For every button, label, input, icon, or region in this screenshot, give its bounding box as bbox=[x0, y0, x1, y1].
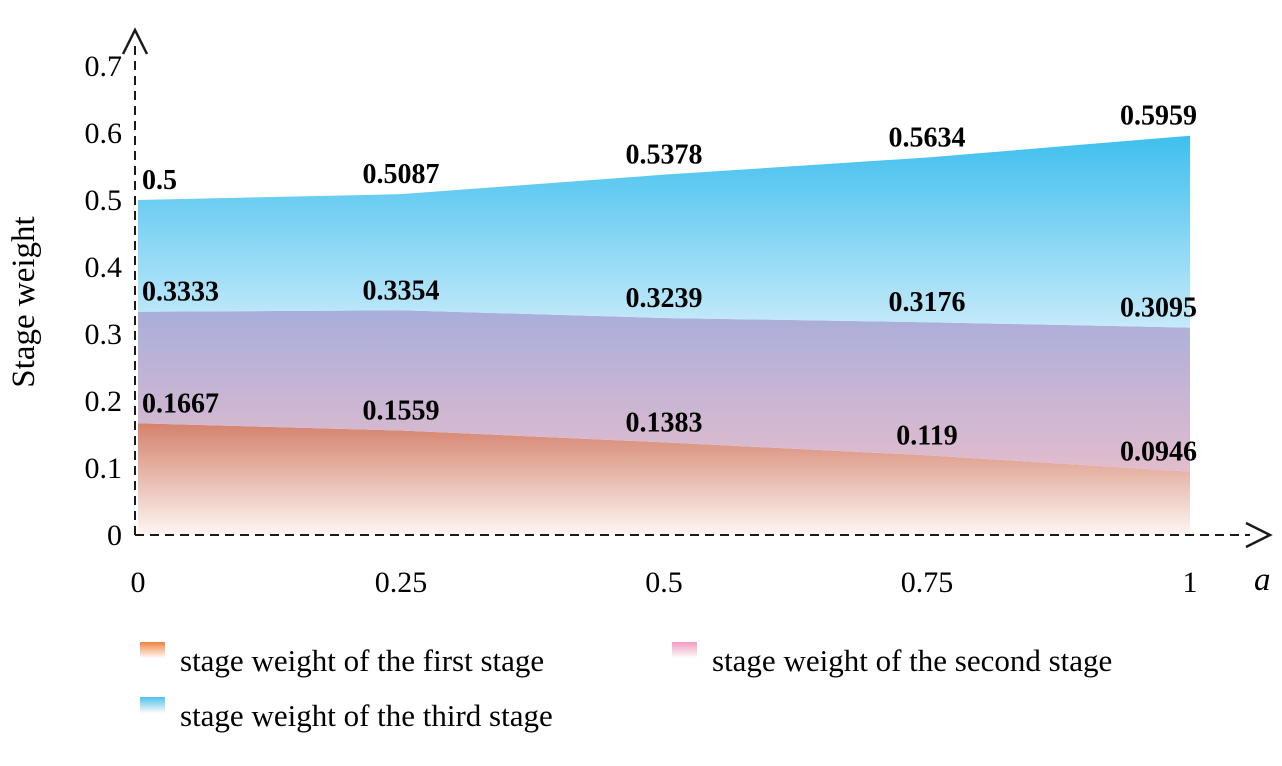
legend: stage weight of the first stage stage wei… bbox=[140, 642, 1112, 733]
x-tick-label: 1 bbox=[1183, 566, 1198, 599]
x-axis-title: a bbox=[1254, 562, 1271, 598]
y-tick-label: 0.3 bbox=[85, 318, 123, 351]
y-tick-label: 0.2 bbox=[85, 385, 123, 418]
value-label-first-stage: 0.1559 bbox=[363, 396, 440, 427]
legend-label-first-stage: stage weight of the first stage bbox=[180, 643, 544, 678]
value-label-second-stage: 0.3333 bbox=[142, 277, 219, 308]
legend-label-second-stage: stage weight of the second stage bbox=[712, 643, 1112, 678]
value-label-first-stage: 0.1383 bbox=[626, 407, 703, 438]
x-tick-label: 0.25 bbox=[375, 566, 428, 599]
x-axis-arrow-icon bbox=[1245, 521, 1273, 549]
legend-swatch-third-stage bbox=[140, 697, 165, 713]
value-label-second-stage: 0.3354 bbox=[363, 275, 440, 306]
value-label-first-stage: 0.1667 bbox=[142, 388, 219, 419]
value-label-third-stage: 0.5378 bbox=[626, 140, 703, 171]
value-label-third-stage: 0.5959 bbox=[1120, 101, 1197, 132]
value-label-first-stage: 0.0946 bbox=[1120, 437, 1197, 468]
x-tick-label: 0.5 bbox=[645, 566, 683, 599]
value-label-third-stage: 0.5634 bbox=[889, 123, 966, 154]
value-label-first-stage: 0.119 bbox=[896, 420, 957, 451]
y-tick-label: 0.5 bbox=[85, 184, 123, 217]
value-label-second-stage: 0.3239 bbox=[626, 283, 703, 314]
value-label-third-stage: 0.5087 bbox=[363, 159, 440, 190]
y-axis-title: Stage weight bbox=[6, 216, 42, 387]
legend-swatch-first-stage bbox=[140, 642, 165, 658]
legend-label-third-stage: stage weight of the third stage bbox=[180, 698, 553, 733]
y-tick-label: 0.4 bbox=[85, 251, 123, 284]
y-axis-arrow-icon bbox=[121, 27, 149, 55]
y-tick-label: 0.1 bbox=[85, 452, 123, 485]
value-label-second-stage: 0.3095 bbox=[1120, 293, 1197, 324]
value-label-third-stage: 0.5 bbox=[142, 165, 177, 196]
area-first-stage bbox=[138, 423, 1190, 535]
value-label-second-stage: 0.3176 bbox=[889, 287, 966, 318]
y-tick-label: 0 bbox=[107, 519, 122, 552]
area-second-stage bbox=[138, 310, 1190, 472]
area-third-stage bbox=[138, 135, 1190, 328]
x-tick-label: 0 bbox=[131, 566, 146, 599]
y-tick-label: 0.6 bbox=[85, 117, 123, 150]
y-tick-label: 0.7 bbox=[85, 50, 123, 83]
x-tick-label: 0.75 bbox=[901, 566, 954, 599]
legend-swatch-second-stage bbox=[672, 642, 697, 658]
